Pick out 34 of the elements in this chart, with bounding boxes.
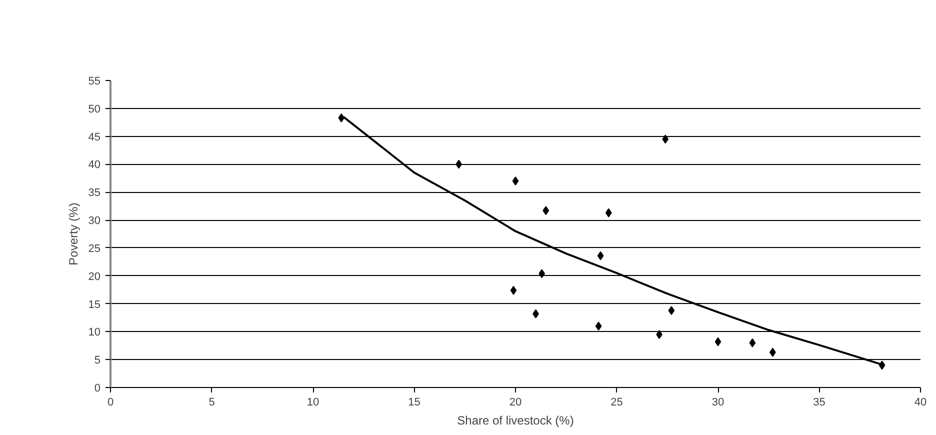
point [510, 286, 517, 295]
x-tick-label: 5 [208, 396, 215, 408]
point [542, 206, 550, 216]
y-tick-label: 0 [94, 382, 101, 394]
y-tick-label: 35 [88, 187, 101, 200]
x-tick-label: 25 [610, 396, 623, 408]
point [595, 322, 602, 331]
x-tick-label: 20 [509, 396, 522, 408]
point [338, 113, 345, 122]
y-tick-label: 40 [88, 159, 101, 172]
y-axis-title: Poverty (%) [66, 202, 80, 266]
y-tick-label: 25 [88, 242, 101, 255]
x-tick-label: 40 [914, 396, 927, 408]
x-tick-label: 30 [712, 396, 724, 408]
x-tick-label: 0 [107, 396, 114, 408]
point [605, 208, 612, 218]
point [597, 251, 604, 260]
point [662, 134, 669, 144]
y-tick-label: 10 [88, 326, 101, 339]
point [668, 306, 675, 315]
y-tick-label: 50 [88, 103, 101, 116]
y-tick-label: 20 [88, 270, 101, 283]
point [714, 337, 722, 346]
x-tick-label: 35 [813, 396, 826, 408]
y-tick-label: 45 [88, 131, 101, 144]
x-tick-label: 15 [408, 396, 420, 408]
y-tick-label: 5 [94, 354, 101, 367]
point [512, 176, 519, 186]
y-tick-label: 30 [88, 215, 101, 228]
x-tick-label: 10 [306, 396, 320, 408]
y-tick-label: 55 [88, 76, 101, 88]
point [749, 338, 756, 348]
x-axis-title: Share of livestock (%) [457, 414, 574, 428]
y-tick-label: 15 [88, 298, 101, 311]
